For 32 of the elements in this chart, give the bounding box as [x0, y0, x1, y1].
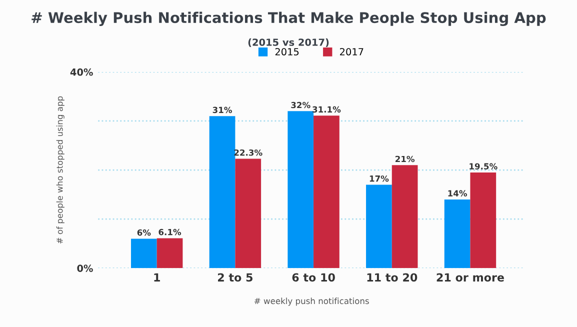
data-label: 31.1%	[312, 106, 341, 113]
x-tick-label: 11 to 20	[367, 273, 418, 282]
x-tick-label: 2 to 5	[218, 273, 252, 282]
bar	[209, 116, 236, 268]
data-label: 19.5%	[470, 163, 498, 170]
data-label: 14%	[448, 190, 468, 196]
chart-subtitle: (2015 vs 2017)	[248, 38, 329, 48]
y-axis-title: # of people who stopped using app	[56, 96, 64, 244]
data-label: 31%	[212, 106, 232, 114]
data-label: 17%	[370, 175, 389, 182]
bar	[444, 199, 470, 268]
data-label: 21%	[395, 156, 415, 162]
bar	[366, 184, 392, 268]
bar	[130, 238, 157, 268]
legend-label: 2015	[275, 48, 299, 56]
data-label: 6%	[137, 229, 151, 236]
y-tick-label: 40%	[70, 68, 93, 76]
bar	[392, 165, 418, 268]
data-label: 32%	[291, 102, 310, 108]
chart-title: # Weekly Push Notifications That Make People Stop Using App	[32, 12, 546, 26]
x-tick-label: 21 or more	[436, 273, 504, 282]
y-tick-label: 0%	[77, 264, 93, 272]
legend-label: 2017	[340, 48, 364, 56]
bar	[470, 172, 496, 268]
data-label: 6.1%	[158, 228, 182, 236]
x-tick-label: 6 to 10	[292, 273, 335, 282]
bar	[235, 158, 262, 268]
x-axis-title: # weekly push notifications	[254, 298, 369, 306]
bar	[288, 111, 314, 268]
bar	[314, 116, 340, 268]
x-tick-label: 1	[154, 273, 160, 282]
bar	[156, 238, 183, 268]
